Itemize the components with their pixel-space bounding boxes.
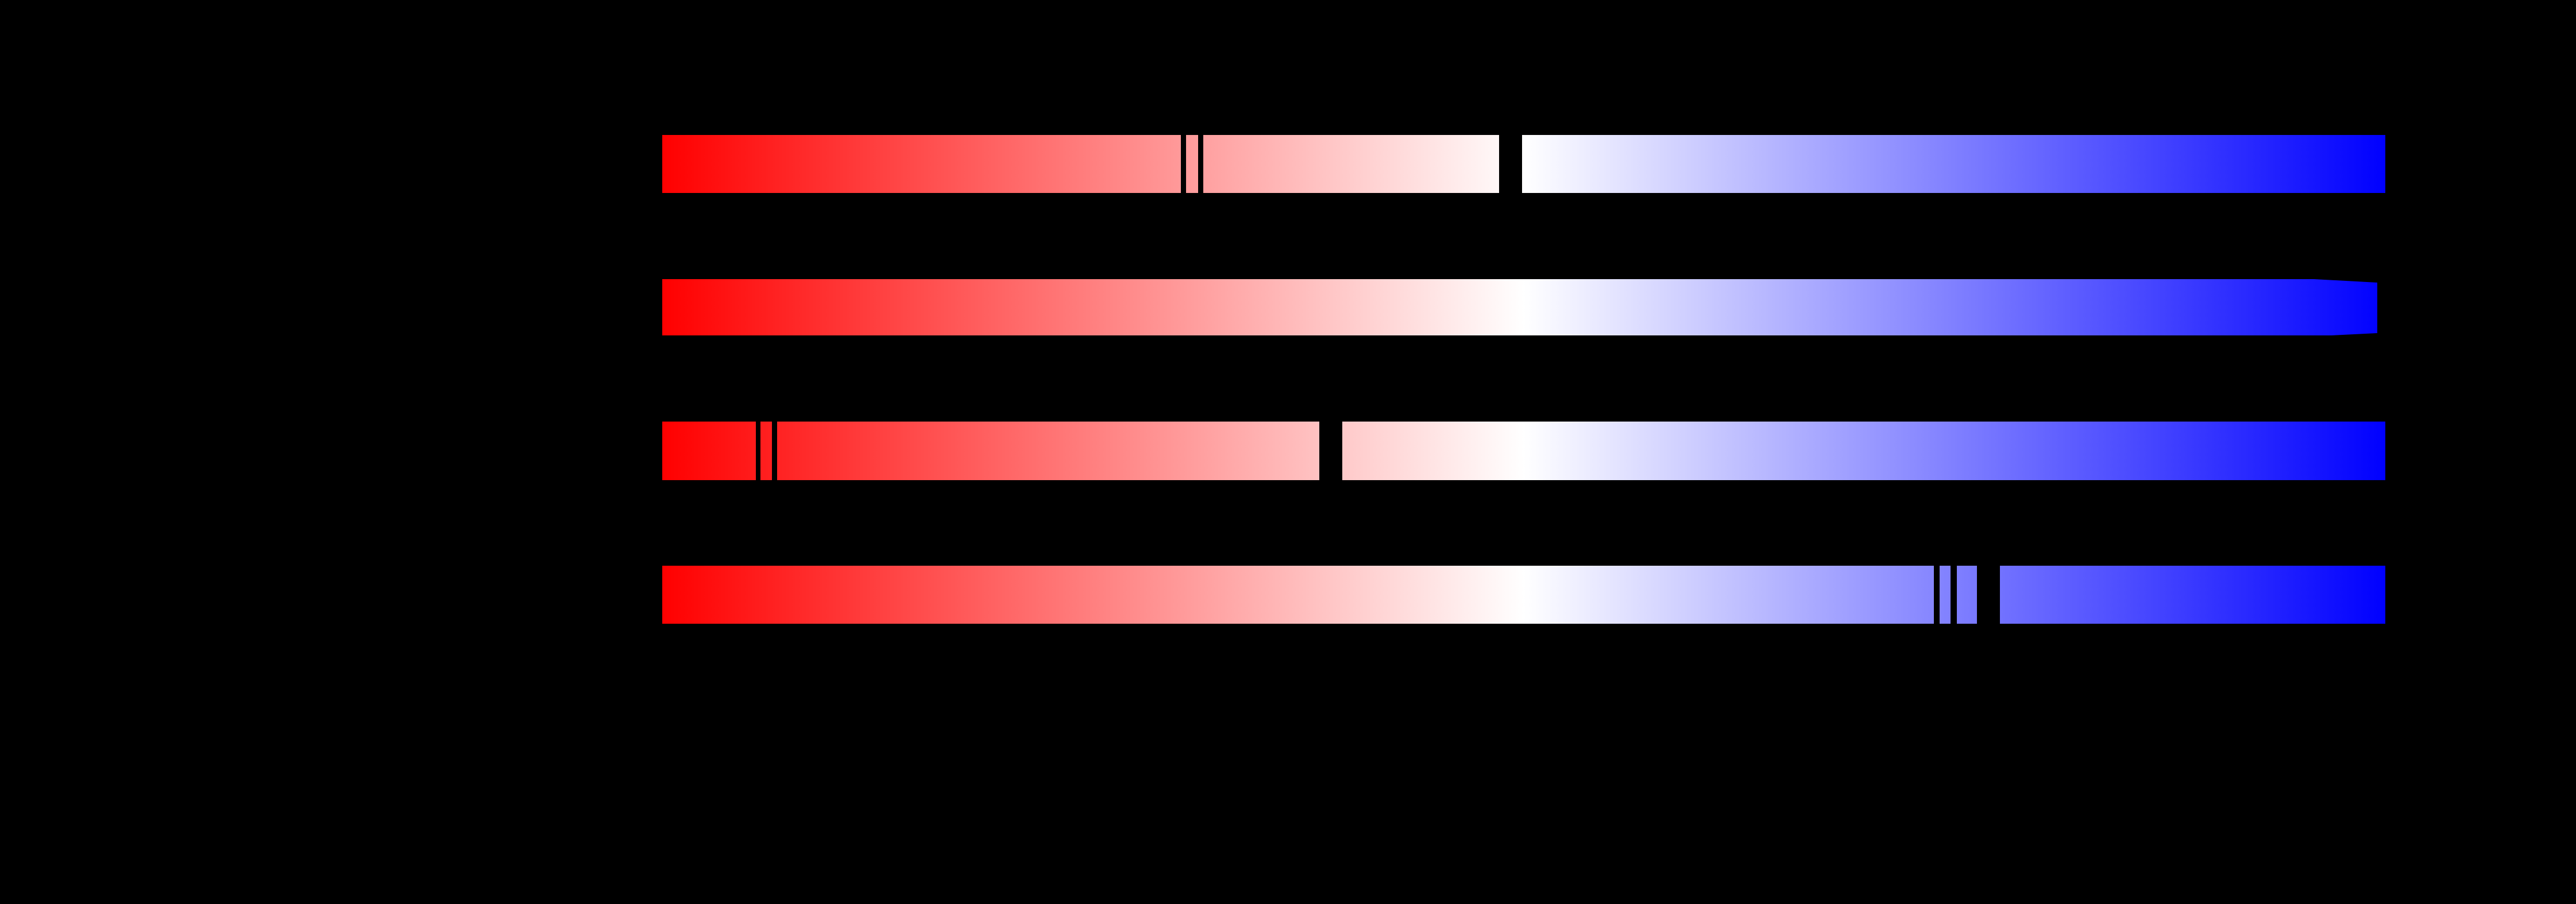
break-tick bbox=[756, 421, 760, 481]
break-gap bbox=[1319, 421, 1342, 481]
break-gap bbox=[1499, 134, 1522, 194]
break-tick bbox=[772, 421, 777, 481]
gradient-bar-2 bbox=[662, 279, 2377, 335]
gradient-bar-4 bbox=[662, 565, 2385, 624]
break-tick bbox=[1198, 134, 1203, 194]
break-gap bbox=[1977, 565, 2000, 624]
break-tick bbox=[1951, 565, 1957, 624]
gradient-bar-1 bbox=[662, 134, 2385, 194]
break-tick bbox=[1181, 134, 1186, 194]
break-tick bbox=[1934, 565, 1940, 624]
gradient-bar-3 bbox=[662, 421, 2385, 481]
